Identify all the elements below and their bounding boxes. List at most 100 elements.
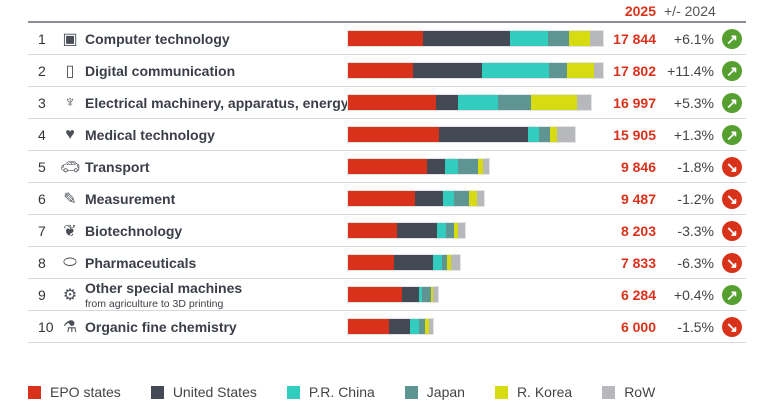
bar-segment-epo-states [348,127,439,142]
bar-segment-united-states [394,255,434,270]
table-row: 4 ♥ Medical technology 15 905 +1.3% ↗ [28,119,746,151]
table-row: 5 🚗︎ Transport 9 846 -1.8% ↘ [28,151,746,183]
year-header: 2025 [624,3,656,19]
total-value: 9 487 [620,191,656,207]
change-value: +6.1% [673,31,714,47]
stacked-bar [347,254,461,271]
total-value: 9 846 [620,159,656,175]
bar-segment-japan [549,63,568,78]
bar-segment-japan [548,31,570,46]
arrow-up-right-icon: ↗ [722,93,742,113]
rank: 1 [38,31,46,47]
bar-segment-japan [419,319,426,334]
field-label: Medical technology [85,127,215,143]
bar-segment-japan [453,191,470,206]
bar-segment-p-r-china [458,95,498,110]
field-label: Electrical machinery, apparatus, energy [85,95,349,111]
total-value: 15 905 [613,127,656,143]
phone-icon: ▯ [65,63,75,80]
bar-segment-r-korea [531,95,577,110]
bar-segment-p-r-china [437,223,447,238]
bar-segment-row [477,191,484,206]
bar-segment-p-r-china [482,63,550,78]
arrow-down-right-icon: ↘ [722,189,742,209]
legend-swatch [286,385,300,399]
legend-label: R. Korea [516,384,573,400]
rank: 5 [38,159,46,175]
legend-label: P.R. China [308,384,375,400]
bar-segment-p-r-china [433,255,443,270]
legend-swatch [150,385,164,399]
arrow-up-right-icon: ↗ [722,29,742,49]
gears-icon: ⚙ [62,287,78,304]
leaf-icon: ❦ [63,223,77,240]
total-value: 6 284 [620,287,656,303]
total-value: 17 844 [613,31,656,47]
heart-icon: ♥ [65,126,75,143]
change-value: +0.4% [673,287,714,303]
change-value: -3.3% [677,223,714,239]
bar-segment-r-korea [447,255,451,270]
table-row: 2 ▯ Digital communication 17 802 +11.4% … [28,55,746,87]
table-row: 3 ♆ Electrical machinery, apparatus, ene… [28,87,746,119]
arrow-up-right-icon: ↗ [722,125,742,145]
change-header: +/- 2024 [664,3,716,19]
bar-segment-epo-states [348,255,395,270]
bar-segment-japan [446,223,454,238]
car-icon: 🚗︎ [59,159,81,176]
bar-segment-r-korea [550,127,558,142]
bar-segment-row [590,31,603,46]
stacked-bar [347,158,490,175]
bar-segment-p-r-china [528,127,540,142]
bar-segment-united-states [415,191,444,206]
legend-item: P.R. China [286,384,375,400]
bar-segment-p-r-china [443,191,454,206]
legend-item: RoW [602,384,655,400]
stacked-bar [347,222,467,239]
flask-icon: ⚗ [62,319,78,336]
bar-segment-row [594,63,603,78]
rank: 10 [38,319,54,335]
legend-label: EPO states [50,384,121,400]
total-value: 7 833 [620,255,656,271]
change-value: +5.3% [673,95,714,111]
legend-item: Japan [404,384,465,400]
bar-segment-p-r-china [418,287,423,302]
bar-segment-p-r-china [444,159,459,174]
bar-segment-row [432,287,438,302]
bar-segment-japan [442,255,448,270]
field-label: Pharmaceuticals [85,255,197,271]
table-row: 8 ⬭ Pharmaceuticals 7 833 -6.3% ↘ [28,247,746,279]
bar-segment-epo-states [348,319,390,334]
field-label: Measurement [85,191,176,207]
bar-segment-r-korea [569,31,591,46]
bar-segment-row [429,319,434,334]
bar-segment-r-korea [425,319,430,334]
legend-swatch [404,385,418,399]
legend-label: Japan [426,384,465,400]
bar-segment-row [557,127,576,142]
bar-segment-epo-states [348,287,402,302]
pen-icon: ✎ [63,191,77,208]
bar-segment-r-korea [477,159,483,174]
rank: 4 [38,127,46,143]
field-label: Organic fine chemistry [85,319,237,335]
power-pylon-icon: ♆ [64,94,76,111]
table-row: 6 ✎ Measurement 9 487 -1.2% ↘ [28,183,746,215]
legend-item: EPO states [28,384,121,400]
bar-segment-row [576,95,591,110]
bar-segment-r-korea [431,287,433,302]
arrow-down-right-icon: ↘ [722,317,742,337]
table-row: 1 ▣ Computer technology 17 844 +6.1% ↗ [28,23,746,55]
field-label: Digital communication [85,63,236,79]
bar-segment-p-r-china [510,31,549,46]
legend-item: United States [150,384,257,400]
bar-segment-p-r-china [409,319,420,334]
stacked-bar [347,30,604,47]
stacked-bar [347,190,485,207]
total-value: 17 802 [613,63,656,79]
bar-segment-united-states [435,95,459,110]
pill-icon: ⬭ [63,254,77,271]
bar-segment-row [450,255,460,270]
bar-segment-japan [422,287,432,302]
